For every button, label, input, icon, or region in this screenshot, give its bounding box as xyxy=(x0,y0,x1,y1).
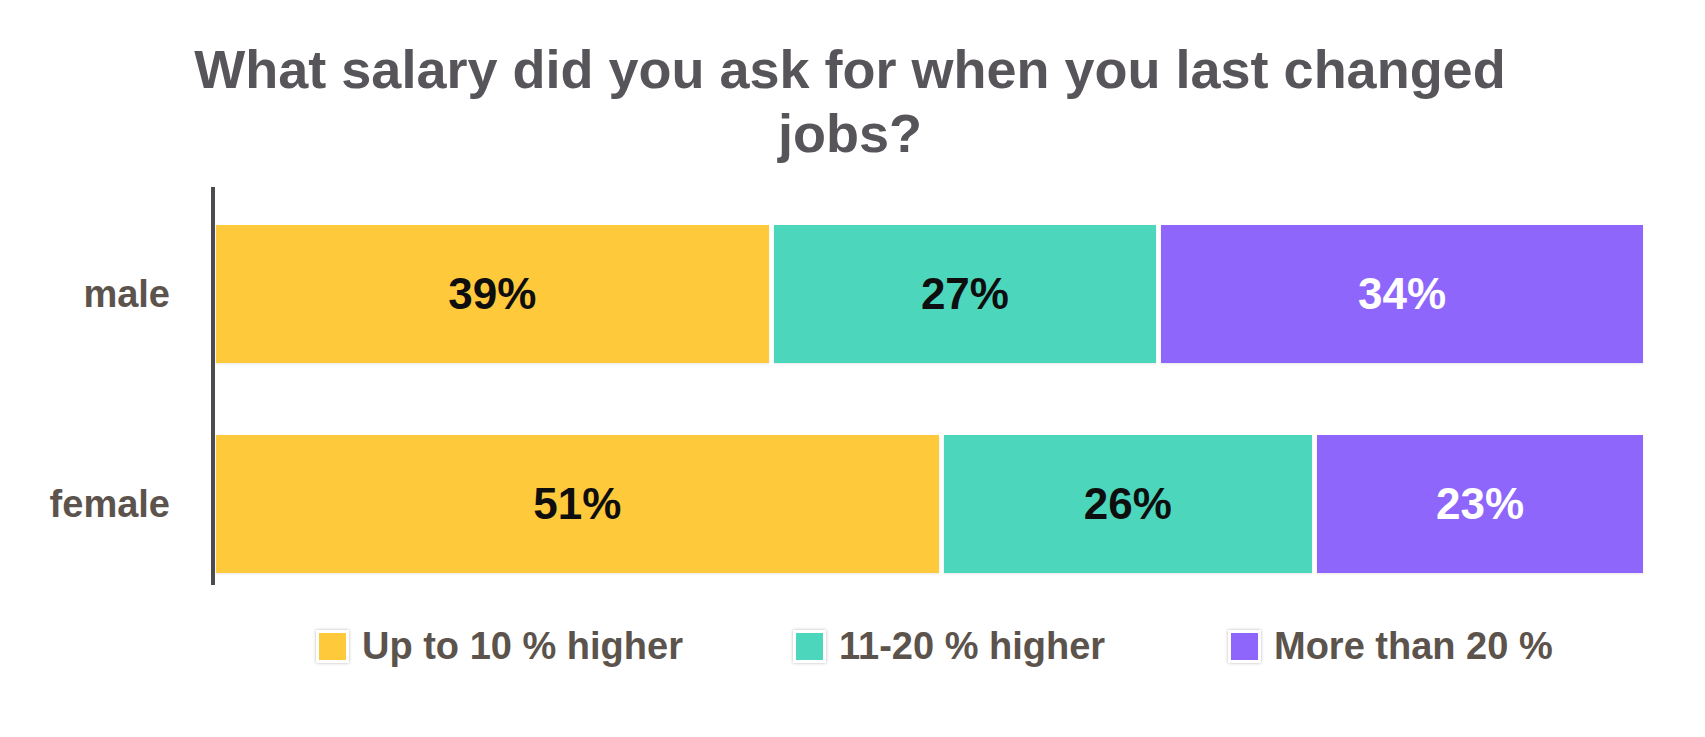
bar-value-label: 26% xyxy=(1084,479,1172,529)
bar-segment: 26% xyxy=(944,435,1312,573)
legend-item: 11-20 % higher xyxy=(793,626,1105,666)
legend: Up to 10 % higher 11-20 % higher More than… xyxy=(0,626,1705,666)
y-axis-line xyxy=(211,187,215,585)
legend-label: 11-20 % higher xyxy=(839,625,1105,668)
legend-swatch-icon xyxy=(793,630,826,663)
bar-value-label: 27% xyxy=(921,269,1009,319)
bar-segment: 23% xyxy=(1317,435,1643,573)
bar-value-label: 51% xyxy=(533,479,621,529)
bar-value-label: 34% xyxy=(1358,269,1446,319)
legend-item: Up to 10 % higher xyxy=(316,626,683,666)
legend-label: More than 20 % xyxy=(1274,625,1553,668)
chart-title: What salary did you ask for when you las… xyxy=(0,38,1700,165)
chart-title-line-2: jobs? xyxy=(0,102,1700,166)
bar-segment: 34% xyxy=(1161,225,1643,363)
bar-value-label: 39% xyxy=(448,269,536,319)
category-label-male: male xyxy=(0,225,170,363)
bar-segment: 27% xyxy=(774,225,1157,363)
legend-swatch-icon xyxy=(1228,630,1261,663)
legend-swatch-icon xyxy=(316,630,349,663)
stacked-bar-chart: What salary did you ask for when you las… xyxy=(0,0,1705,737)
bar-segment: 39% xyxy=(216,225,769,363)
bar-female: 51% 26% 23% xyxy=(216,435,1643,573)
bar-male: 39% 27% 34% xyxy=(216,225,1643,363)
category-label-female: female xyxy=(0,435,170,573)
bar-segment: 51% xyxy=(216,435,939,573)
legend-label: Up to 10 % higher xyxy=(362,625,683,668)
chart-title-line-1: What salary did you ask for when you las… xyxy=(0,38,1700,102)
bar-value-label: 23% xyxy=(1436,479,1524,529)
legend-item: More than 20 % xyxy=(1228,626,1553,666)
